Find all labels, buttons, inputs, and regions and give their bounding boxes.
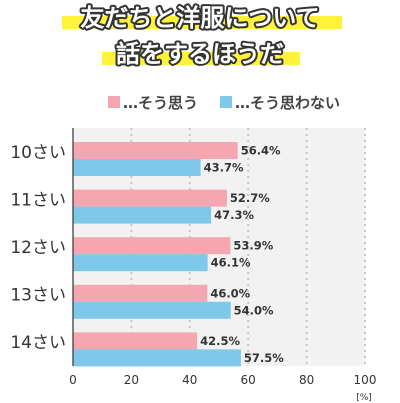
bar-agree-12 <box>73 237 231 255</box>
value-label-disagree-10: 43.7% <box>204 161 244 175</box>
category-label-10: 10さい <box>10 143 66 163</box>
grid-lines <box>130 128 366 366</box>
value-label-agree-11: 52.7% <box>230 191 270 205</box>
x-tick-label-100: 100 <box>354 373 377 387</box>
legend-label-blue: …そう思わない <box>235 94 340 112</box>
bar-disagree-14 <box>73 349 241 367</box>
x-tick-label-80: 80 <box>299 373 314 387</box>
title-block: 友だちと洋服について 話をするほうだ <box>62 2 342 70</box>
x-tick-label-20: 20 <box>124 373 139 387</box>
x-tick-label-0: 0 <box>69 373 77 387</box>
x-tick-labels: 0 20 40 60 80 100 <box>69 373 376 387</box>
value-label-agree-10: 56.4% <box>241 144 281 158</box>
value-label-disagree-14: 57.5% <box>244 351 284 365</box>
bars: 56.4% 43.7% 52.7% 47.3% 53.9% 46.1% 46.0% 54.0%… <box>73 142 284 367</box>
bar-disagree-10 <box>73 159 201 176</box>
value-label-agree-14: 42.5% <box>200 334 240 348</box>
category-label-13: 13さい <box>10 286 66 306</box>
value-label-disagree-12: 46.1% <box>211 256 251 270</box>
title-highlight-2 <box>102 52 300 65</box>
bar-disagree-11 <box>73 206 212 224</box>
title-highlight-1 <box>62 16 342 29</box>
category-label-12: 12さい <box>10 238 66 258</box>
bar-agree-10 <box>73 142 238 159</box>
value-label-disagree-11: 47.3% <box>214 208 254 222</box>
legend-swatch-blue <box>220 96 232 108</box>
bar-agree-14 <box>73 332 198 350</box>
unit-label: [%] <box>356 393 372 403</box>
bar-disagree-13 <box>73 301 231 319</box>
legend: …そう思う …そう思わない <box>108 94 340 112</box>
legend-label-pink: …そう思う <box>123 94 198 112</box>
bar-disagree-12 <box>73 254 208 272</box>
x-tick-label-60: 60 <box>241 373 256 387</box>
bar-agree-13 <box>73 284 208 302</box>
bar-agree-11 <box>73 189 227 207</box>
value-label-disagree-13: 54.0% <box>234 303 274 317</box>
category-labels: 10さい 11さい 12さい 13さい 14さい <box>10 143 66 353</box>
category-label-11: 11さい <box>10 190 66 210</box>
legend-swatch-pink <box>108 96 120 108</box>
x-tick-label-40: 40 <box>182 373 197 387</box>
title-line-1: 友だちと洋服について <box>80 4 319 32</box>
value-label-agree-13: 46.0% <box>210 286 250 300</box>
value-label-agree-12: 53.9% <box>233 239 273 253</box>
category-label-14: 14さい <box>10 333 66 353</box>
title-line-2: 話をするほうだ <box>116 40 284 68</box>
